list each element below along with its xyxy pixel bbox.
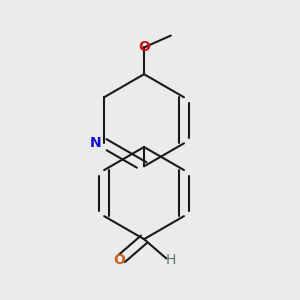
Text: H: H [166,253,176,267]
Text: O: O [113,253,125,267]
Text: O: O [138,40,150,55]
Text: N: N [90,136,102,150]
